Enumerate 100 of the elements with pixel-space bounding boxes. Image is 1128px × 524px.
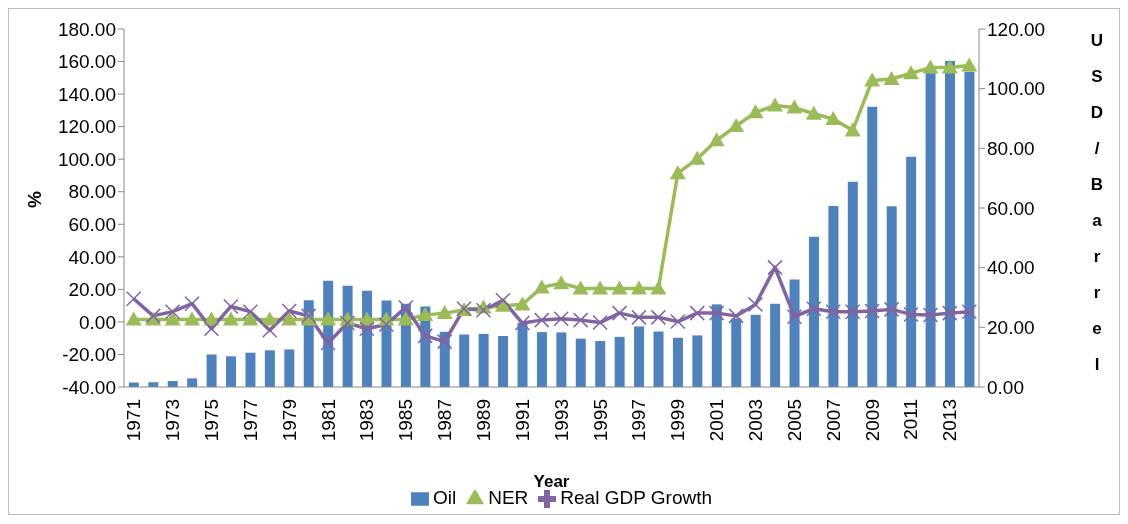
point bbox=[786, 99, 803, 114]
point bbox=[222, 311, 239, 326]
y-axis-title: % bbox=[23, 191, 45, 208]
point bbox=[203, 320, 220, 337]
point bbox=[728, 117, 745, 132]
x-tick-label: 1977 bbox=[239, 399, 261, 442]
point bbox=[631, 309, 647, 326]
point bbox=[708, 305, 725, 321]
bar bbox=[478, 333, 489, 387]
point bbox=[281, 311, 298, 326]
point bbox=[728, 308, 744, 324]
point bbox=[533, 279, 550, 294]
point bbox=[242, 303, 259, 320]
legend-label: Oil bbox=[432, 487, 457, 508]
x-tick-label: 1995 bbox=[589, 399, 611, 442]
point bbox=[242, 311, 259, 326]
x-tick-label: 1987 bbox=[434, 399, 456, 442]
bar bbox=[828, 205, 839, 387]
y-tick-label: 80.00 bbox=[68, 181, 116, 203]
point bbox=[339, 315, 356, 331]
y-tick-label: 100.00 bbox=[57, 148, 116, 170]
point bbox=[223, 298, 239, 315]
x-tick-label: 1985 bbox=[395, 399, 417, 442]
point bbox=[184, 311, 201, 326]
point bbox=[903, 306, 919, 323]
y-tick-label: 180.00 bbox=[57, 18, 116, 40]
bar bbox=[284, 349, 295, 387]
point bbox=[650, 309, 667, 326]
bar bbox=[808, 236, 819, 387]
x-tick-label: 1971 bbox=[123, 399, 145, 442]
y-tick-label: 40.00 bbox=[68, 246, 116, 268]
point bbox=[844, 122, 861, 137]
point bbox=[708, 132, 725, 147]
point bbox=[125, 311, 142, 326]
point bbox=[592, 280, 609, 295]
bar bbox=[264, 350, 275, 387]
bar bbox=[964, 71, 975, 387]
point bbox=[611, 280, 628, 295]
bar bbox=[867, 106, 878, 387]
point bbox=[572, 312, 589, 328]
point bbox=[767, 259, 783, 276]
x-tick-label: 1983 bbox=[356, 399, 378, 442]
bar bbox=[187, 378, 198, 387]
bar bbox=[886, 206, 897, 387]
bar bbox=[750, 314, 761, 387]
x-tick-label: 1973 bbox=[162, 399, 184, 442]
bar bbox=[575, 338, 586, 387]
bar bbox=[906, 156, 917, 387]
point bbox=[164, 303, 181, 320]
y-tick-label: 120.00 bbox=[57, 116, 116, 138]
point bbox=[689, 305, 705, 321]
bar bbox=[653, 331, 664, 387]
y-tick-label: -40.00 bbox=[62, 376, 116, 398]
bar bbox=[711, 304, 722, 387]
point bbox=[747, 104, 764, 119]
x-tick-label: 2013 bbox=[939, 399, 961, 442]
y2-tick-label: 60.00 bbox=[987, 197, 1035, 219]
bar bbox=[459, 334, 470, 387]
point bbox=[514, 315, 531, 331]
y-tick-label: 140.00 bbox=[57, 83, 116, 105]
point bbox=[844, 303, 861, 320]
x-tick-label: 1979 bbox=[278, 399, 300, 442]
point bbox=[883, 301, 900, 318]
y-tick-label: 0.00 bbox=[79, 311, 116, 333]
point bbox=[592, 314, 608, 331]
bar bbox=[614, 336, 625, 387]
point bbox=[553, 275, 570, 290]
bar bbox=[556, 332, 567, 387]
y-tick-label: 20.00 bbox=[68, 279, 116, 301]
bar bbox=[944, 60, 955, 387]
bar bbox=[847, 181, 858, 387]
bar bbox=[498, 335, 509, 387]
point bbox=[417, 328, 433, 344]
point bbox=[883, 70, 900, 85]
point bbox=[630, 280, 647, 295]
point bbox=[572, 280, 589, 295]
bar bbox=[692, 335, 703, 387]
point bbox=[670, 313, 686, 330]
point bbox=[961, 303, 978, 320]
bar bbox=[206, 354, 217, 387]
x-tick-label: 1981 bbox=[317, 399, 339, 442]
point bbox=[805, 105, 822, 120]
point bbox=[261, 322, 278, 338]
point bbox=[786, 308, 803, 325]
bar bbox=[634, 326, 645, 387]
x-tick-label: 2009 bbox=[861, 399, 883, 442]
point bbox=[650, 280, 667, 295]
point bbox=[397, 311, 414, 326]
point bbox=[922, 307, 939, 323]
bar bbox=[517, 322, 528, 387]
point bbox=[922, 59, 939, 74]
y-tick-label: -20.00 bbox=[62, 344, 116, 366]
x-tick-label: 1997 bbox=[628, 399, 650, 442]
point bbox=[164, 311, 181, 326]
y-tick-label: 60.00 bbox=[68, 214, 116, 236]
point bbox=[766, 97, 783, 112]
bar bbox=[731, 318, 742, 387]
point bbox=[961, 57, 978, 72]
bar bbox=[245, 352, 256, 387]
y2-tick-label: 20.00 bbox=[987, 317, 1035, 339]
